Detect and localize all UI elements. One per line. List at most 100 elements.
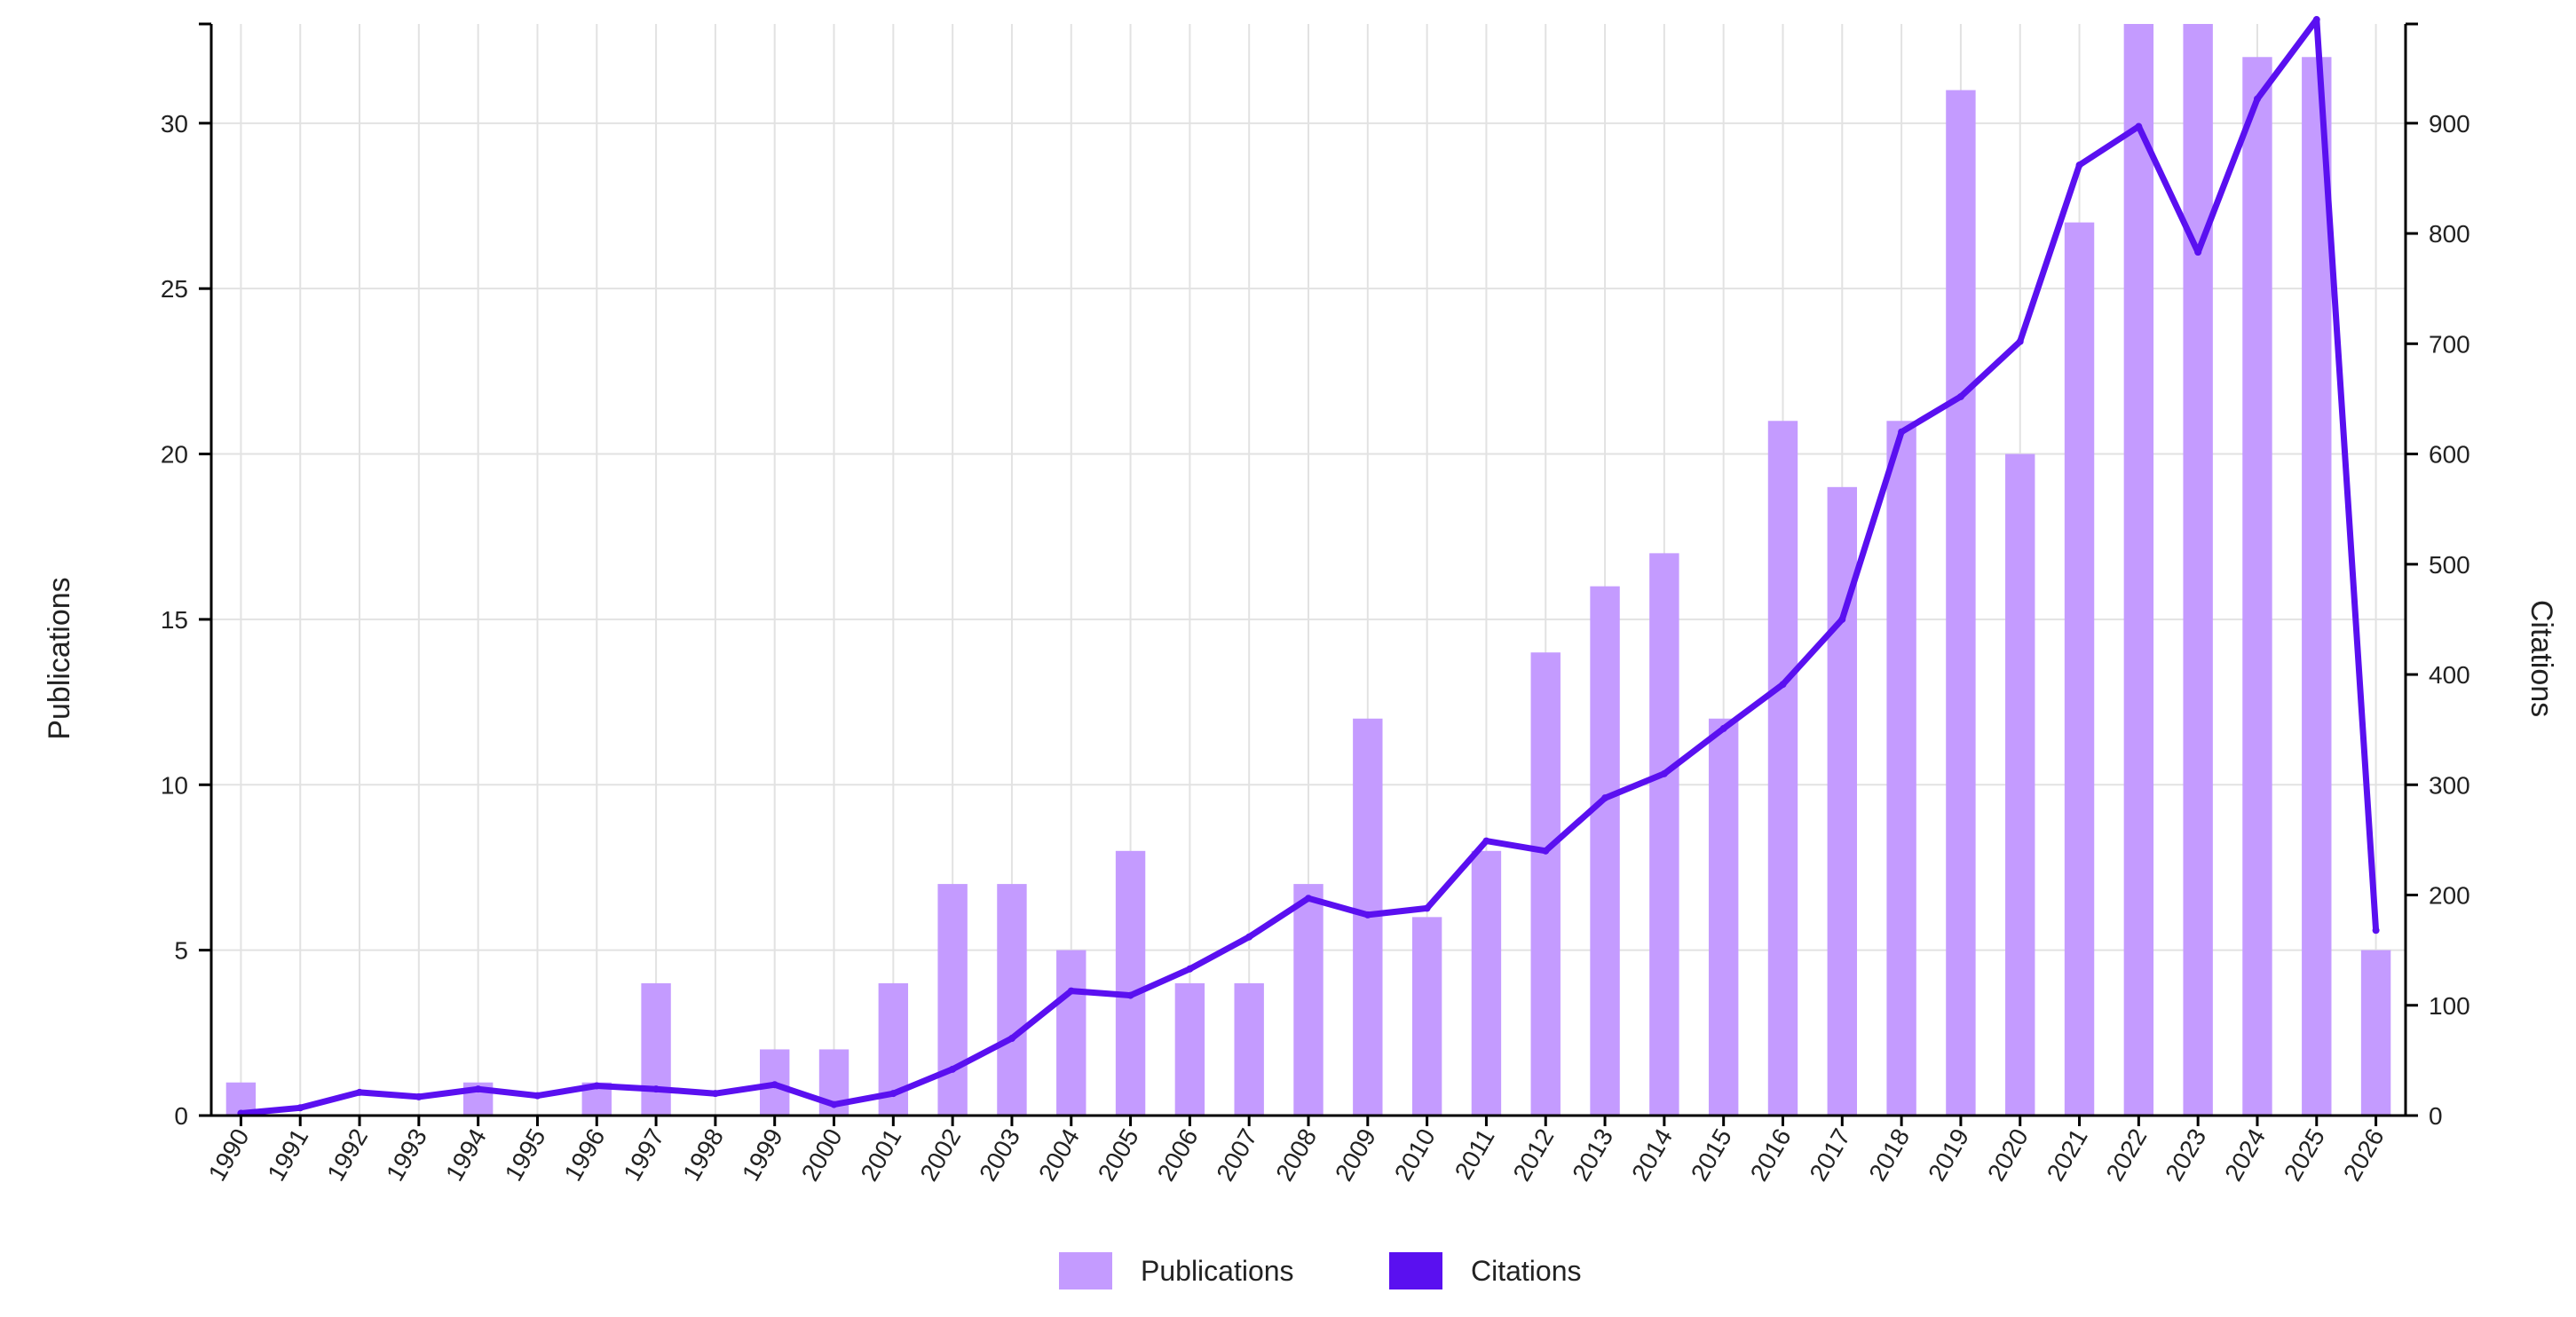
- x-tick-label: 2015: [1686, 1124, 1737, 1186]
- bar-publications-2003[interactable]: [997, 884, 1027, 1116]
- x-tick-label: 2024: [2219, 1124, 2271, 1186]
- point-citations-1996[interactable]: [593, 1082, 601, 1090]
- y-tick-label-left: 0: [174, 1102, 188, 1130]
- y-axis-left-title: Publications: [43, 577, 76, 739]
- legend-item-publications[interactable]: Publications: [1059, 1252, 1294, 1289]
- bar-publications-2015[interactable]: [1708, 718, 1739, 1116]
- point-citations-2016[interactable]: [1779, 681, 1787, 689]
- x-tick-label: 1994: [440, 1124, 492, 1186]
- y-tick-label-right: 500: [2429, 551, 2470, 579]
- bar-publications-2004[interactable]: [1056, 950, 1087, 1116]
- x-tick-label: 1997: [618, 1124, 669, 1186]
- point-citations-2008[interactable]: [1305, 895, 1312, 903]
- point-citations-1994[interactable]: [474, 1085, 482, 1093]
- bar-publications-2020[interactable]: [2005, 453, 2035, 1116]
- point-citations-2000[interactable]: [830, 1100, 838, 1108]
- point-citations-2003[interactable]: [1007, 1035, 1015, 1043]
- x-tick-label: 2001: [856, 1124, 907, 1186]
- point-citations-2009[interactable]: [1363, 911, 1371, 919]
- point-citations-1995[interactable]: [533, 1092, 541, 1100]
- point-citations-2001[interactable]: [889, 1090, 897, 1098]
- bar-publications-2021[interactable]: [2064, 222, 2095, 1116]
- point-citations-2017[interactable]: [1838, 615, 1846, 623]
- point-citations-2012[interactable]: [1542, 847, 1550, 855]
- bar-publications-2022[interactable]: [2123, 24, 2154, 1116]
- x-tick-label: 2006: [1152, 1124, 1204, 1186]
- bar-publications-2010[interactable]: [1411, 917, 1442, 1116]
- point-citations-1993[interactable]: [415, 1092, 423, 1100]
- point-citations-1999[interactable]: [770, 1081, 778, 1089]
- x-tick-label: 2026: [2338, 1124, 2390, 1186]
- point-citations-1992[interactable]: [356, 1088, 364, 1096]
- x-tick-label: 2022: [2101, 1124, 2153, 1186]
- point-citations-2011[interactable]: [1482, 837, 1490, 845]
- point-citations-2026[interactable]: [2372, 927, 2380, 935]
- legend: Publications Citations: [1059, 1252, 1582, 1289]
- bar-publications-2013[interactable]: [1590, 586, 1620, 1116]
- x-tick-label: 1993: [381, 1124, 432, 1186]
- bar-publications-2008[interactable]: [1293, 884, 1324, 1116]
- y-tick-label-right: 600: [2429, 441, 2470, 469]
- bar-publications-2005[interactable]: [1115, 850, 1146, 1116]
- x-tick-label: 2016: [1745, 1124, 1797, 1185]
- point-citations-1998[interactable]: [711, 1090, 719, 1098]
- point-citations-1997[interactable]: [652, 1085, 660, 1093]
- x-tick-label: 1998: [677, 1124, 729, 1186]
- x-tick-label: 2004: [1033, 1124, 1085, 1186]
- point-citations-2006[interactable]: [1186, 965, 1194, 973]
- point-citations-2007[interactable]: [1245, 933, 1253, 941]
- bar-publications-2002[interactable]: [937, 884, 968, 1116]
- point-citations-2013[interactable]: [1601, 794, 1609, 802]
- point-citations-2022[interactable]: [2135, 122, 2143, 130]
- point-citations-2004[interactable]: [1067, 987, 1075, 995]
- point-citations-2019[interactable]: [1956, 392, 1964, 400]
- point-citations-2002[interactable]: [949, 1065, 957, 1073]
- bar-publications-2006[interactable]: [1174, 982, 1205, 1116]
- bar-publications-2026[interactable]: [2360, 950, 2391, 1116]
- y-axis-right-title: Citations: [2525, 600, 2558, 717]
- bar-publications-2018[interactable]: [1886, 421, 1916, 1116]
- point-citations-2014[interactable]: [1660, 769, 1668, 777]
- publications-bars: [225, 24, 2391, 1116]
- y-tick-label-left: 20: [161, 441, 188, 469]
- bar-publications-2023[interactable]: [2183, 24, 2213, 1116]
- x-tick-label: 2000: [796, 1124, 848, 1186]
- x-tick-label: 2017: [1804, 1124, 1855, 1186]
- point-citations-2025[interactable]: [2312, 16, 2320, 24]
- point-citations-2024[interactable]: [2253, 95, 2261, 103]
- y-tick-label-right: 300: [2429, 771, 2470, 799]
- y-tick-label-left: 30: [161, 110, 188, 138]
- point-citations-2021[interactable]: [2075, 162, 2083, 170]
- point-citations-2005[interactable]: [1126, 991, 1134, 999]
- point-citations-2023[interactable]: [2194, 248, 2202, 256]
- point-citations-2015[interactable]: [1719, 724, 1727, 732]
- point-citations-2010[interactable]: [1423, 904, 1431, 912]
- bar-publications-2012[interactable]: [1530, 652, 1561, 1116]
- bar-publications-2019[interactable]: [1946, 90, 1976, 1116]
- legend-item-citations[interactable]: Citations: [1389, 1252, 1582, 1289]
- x-tick-label: 2008: [1270, 1124, 1322, 1186]
- bar-publications-1997[interactable]: [641, 982, 671, 1116]
- bar-publications-2014[interactable]: [1649, 553, 1679, 1116]
- x-tick-label: 1995: [500, 1124, 551, 1186]
- point-citations-1991[interactable]: [296, 1104, 304, 1112]
- x-tick-label: 1992: [321, 1124, 373, 1186]
- point-citations-2020[interactable]: [2016, 337, 2024, 345]
- bar-publications-2024[interactable]: [2242, 57, 2272, 1116]
- y-tick-label-right: 0: [2429, 1102, 2443, 1130]
- x-tick-label: 2025: [2279, 1124, 2330, 1186]
- y-tick-label-right: 400: [2429, 661, 2470, 689]
- x-tick-label: 2005: [1093, 1124, 1144, 1186]
- legend-label-citations: Citations: [1471, 1255, 1582, 1287]
- bar-publications-2025[interactable]: [2302, 57, 2332, 1116]
- bar-publications-2007[interactable]: [1234, 982, 1264, 1116]
- point-citations-2018[interactable]: [1898, 428, 1906, 436]
- x-tick-label: 2010: [1389, 1124, 1441, 1186]
- legend-swatch-citations: [1389, 1252, 1442, 1289]
- x-tick-label: 1990: [203, 1124, 255, 1186]
- bar-publications-2016[interactable]: [1767, 421, 1798, 1116]
- bar-publications-2011[interactable]: [1471, 850, 1502, 1116]
- x-tick-label: 2013: [1567, 1124, 1618, 1186]
